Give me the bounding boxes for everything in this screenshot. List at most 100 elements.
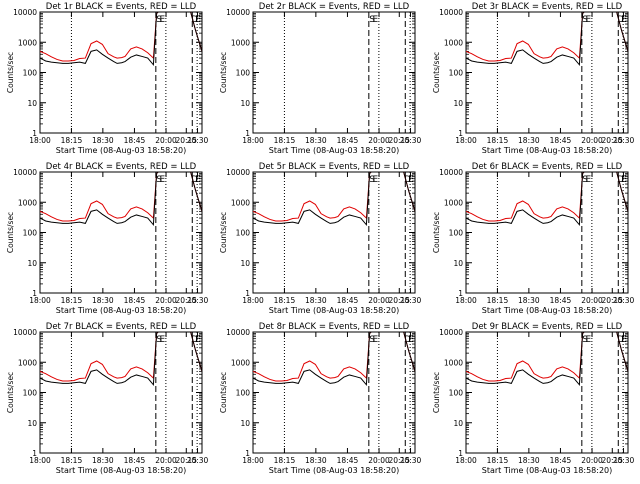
marker-annotation: S <box>156 15 162 25</box>
x-tick-label: 18:15 <box>61 296 83 305</box>
y-tick-label: 10000 <box>13 8 37 17</box>
x-tick-label: 20:30 <box>400 296 422 305</box>
y-tick-label: 100 <box>236 389 251 398</box>
marker-annotation: E <box>621 15 627 25</box>
x-tick-label: 18:00 <box>242 456 264 465</box>
y-tick-label: 1000 <box>444 38 463 47</box>
x-tick-label: 18:30 <box>518 136 540 145</box>
marker-annotation: D <box>404 335 411 345</box>
y-tick-label: 10000 <box>226 168 250 177</box>
y-tick-label: 1000 <box>18 358 37 367</box>
x-tick-label: 18:15 <box>487 136 509 145</box>
marker-annotation: E <box>621 335 627 345</box>
x-tick-label: 18:00 <box>455 456 477 465</box>
x-tick-label: 18:30 <box>305 136 327 145</box>
y-tick-label: 10 <box>27 99 37 108</box>
x-tick-label: 18:15 <box>274 296 296 305</box>
events-series-line <box>40 172 159 227</box>
x-axis-label: Start Time (08-Aug-03 18:58:20) <box>482 146 613 155</box>
lld-series-line <box>466 332 585 382</box>
x-tick-label: 20:15 <box>601 136 623 145</box>
y-tick-label: 1000 <box>444 358 463 367</box>
marker-annotation: S <box>582 335 588 345</box>
x-tick-label: 18:45 <box>337 136 359 145</box>
marker-annotation: E <box>585 335 591 345</box>
events-series-line <box>466 172 585 227</box>
marker-annotation: E <box>372 175 378 185</box>
y-axis-label: Counts/sec <box>219 372 228 413</box>
x-tick-label: 18:00 <box>29 136 51 145</box>
y-tick-label: 1 <box>245 449 250 458</box>
x-tick-label: 20:30 <box>613 296 635 305</box>
y-axis-label: Counts/sec <box>6 52 15 93</box>
y-tick-label: 1 <box>32 449 37 458</box>
x-tick-label: 20:30 <box>613 456 635 465</box>
marker-annotation: D <box>617 15 624 25</box>
events-series-line-tail <box>403 172 415 212</box>
y-tick-label: 1000 <box>444 198 463 207</box>
events-series-line-tail <box>190 332 202 372</box>
y-axis-label: Counts/sec <box>432 372 441 413</box>
y-axis-label: Counts/sec <box>219 52 228 93</box>
x-tick-label: 20:00 <box>581 296 603 305</box>
detector-panel: Det 5r BLACK = Events, RED = LLD 1 10 100 10… <box>219 162 421 315</box>
x-tick-label: 18:30 <box>305 456 327 465</box>
y-tick-label: 10000 <box>439 8 463 17</box>
plot-frame <box>39 11 203 134</box>
y-tick-label: 1 <box>458 129 463 138</box>
marker-annotation: E <box>195 175 201 185</box>
y-tick-label: 1000 <box>231 358 250 367</box>
plot-frame <box>252 331 416 454</box>
x-tick-label: 18:00 <box>455 296 477 305</box>
x-tick-label: 20:30 <box>187 456 209 465</box>
lld-series-line <box>40 12 159 62</box>
x-tick-label: 20:15 <box>601 456 623 465</box>
lld-series-line <box>466 172 585 222</box>
y-tick-label: 1000 <box>18 38 37 47</box>
detector-panel: Det 3r BLACK = Events, RED = LLD 1 10 100 10… <box>432 2 634 155</box>
y-tick-label: 1 <box>458 289 463 298</box>
marker-annotation: E <box>621 175 627 185</box>
x-tick-label: 18:30 <box>518 296 540 305</box>
x-tick-label: 18:00 <box>29 296 51 305</box>
detector-panel: Det 7r BLACK = Events, RED = LLD 1 10 100 10… <box>6 322 208 475</box>
x-tick-label: 18:15 <box>61 456 83 465</box>
events-series-line-tail <box>190 12 202 52</box>
marker-annotation: S <box>156 175 162 185</box>
x-tick-label: 20:15 <box>388 456 410 465</box>
x-tick-label: 18:45 <box>550 456 572 465</box>
y-tick-label: 10 <box>240 99 250 108</box>
events-series-line-tail <box>616 332 628 372</box>
y-tick-label: 10000 <box>13 168 37 177</box>
y-tick-label: 10 <box>240 419 250 428</box>
events-series-line <box>253 172 372 227</box>
x-tick-label: 18:45 <box>124 136 146 145</box>
x-tick-label: 20:00 <box>368 136 390 145</box>
marker-annotation: E <box>585 175 591 185</box>
x-tick-label: 18:45 <box>124 456 146 465</box>
x-axis-label: Start Time (08-Aug-03 18:58:20) <box>56 466 187 475</box>
marker-annotation: D <box>617 175 624 185</box>
marker-annotation: E <box>408 335 414 345</box>
x-tick-label: 20:30 <box>400 456 422 465</box>
y-tick-label: 1 <box>32 289 37 298</box>
detector-panel: Det 2r BLACK = Events, RED = LLD 1 10 100 10… <box>219 2 421 155</box>
y-tick-label: 1 <box>245 289 250 298</box>
x-tick-label: 20:30 <box>187 296 209 305</box>
y-tick-label: 10000 <box>226 328 250 337</box>
detector-panel: Det 1r BLACK = Events, RED = LLD 1 10 100 10… <box>6 2 208 155</box>
y-tick-label: 1000 <box>231 38 250 47</box>
x-tick-label: 20:00 <box>581 456 603 465</box>
events-series-line-tail <box>616 12 628 52</box>
panel-title: Det 7r BLACK = Events, RED = LLD <box>46 322 197 332</box>
x-tick-label: 20:00 <box>155 136 177 145</box>
marker-annotation: D <box>617 335 624 345</box>
y-tick-label: 1000 <box>18 198 37 207</box>
events-series-line <box>40 12 159 67</box>
plot-frame <box>39 171 203 294</box>
x-tick-label: 18:45 <box>550 296 572 305</box>
x-tick-label: 18:30 <box>92 296 114 305</box>
marker-annotation: S <box>369 15 375 25</box>
x-tick-label: 18:00 <box>29 456 51 465</box>
x-tick-label: 20:00 <box>368 456 390 465</box>
